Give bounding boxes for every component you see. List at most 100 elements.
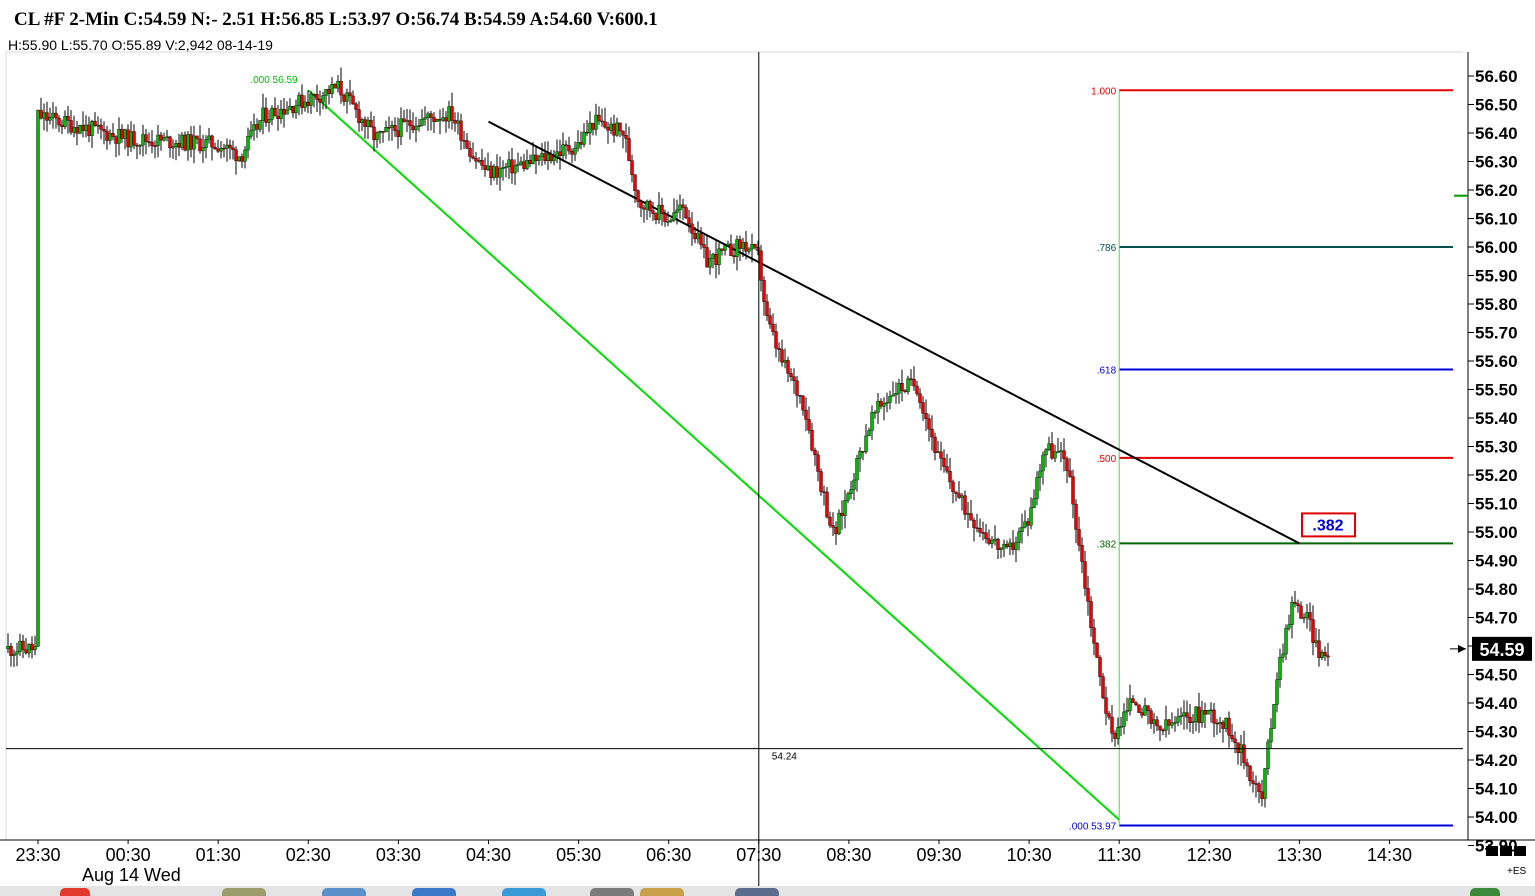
chart-frame [0, 51, 1535, 841]
down-candle [30, 643, 34, 651]
down-candle [720, 248, 724, 251]
up-candle [1284, 628, 1288, 655]
down-candle [255, 124, 259, 130]
down-candle [612, 123, 616, 136]
up-candle [36, 109, 40, 647]
taskbar-button[interactable] [590, 888, 634, 896]
time-tick-label: 00:30 [106, 845, 151, 865]
up-candle [741, 242, 745, 249]
last-price-box[interactable] [1472, 636, 1532, 661]
down-candle [975, 527, 979, 529]
price-tick-label: 56.50 [1475, 96, 1518, 115]
up-candle [225, 144, 229, 149]
down-candle [45, 112, 49, 121]
bar-info-readout: H:55.90 L:55.70 O:55.89 V:2,942 08-14-19 [8, 37, 273, 53]
down-candle [402, 118, 406, 122]
down-candle [948, 470, 952, 483]
down-candle [87, 124, 91, 136]
up-candle [33, 646, 37, 651]
window-controls-icon[interactable] [1486, 843, 1528, 861]
up-candle [696, 233, 700, 240]
down-candle [621, 130, 625, 136]
up-candle [1194, 706, 1198, 722]
down-candle [1098, 657, 1102, 677]
up-candle [219, 147, 223, 152]
down-candle [348, 92, 352, 97]
up-candle [192, 135, 196, 150]
up-candle [678, 204, 682, 211]
time-tick-label: 02:30 [286, 845, 331, 865]
down-candle [756, 247, 760, 252]
down-candle [144, 134, 148, 142]
taskbar-button[interactable] [412, 888, 456, 896]
up-candle [885, 402, 889, 404]
down-candle [951, 481, 955, 493]
taskbar-button[interactable] [502, 888, 546, 896]
taskbar-button[interactable] [60, 888, 90, 896]
taskbar-button[interactable] [1470, 888, 1500, 896]
up-candle [711, 253, 715, 259]
fibonacci-retracement[interactable]: 1.000 .786 .618 .500 .382 .000 53.97 .382 [1069, 86, 1453, 833]
time-tick-label: 10:30 [1007, 845, 1052, 865]
down-candle [915, 385, 919, 394]
time-axis[interactable]: 23:30 00:30 01:30 02:30 03:30 04:30 05:30 06:30… [15, 840, 1412, 865]
up-candle [330, 84, 334, 94]
price-axis[interactable]: 56.60 56.50 56.40 56.30 56.20 56.10 56.00 55.90… [1450, 67, 1532, 856]
channel-support-line[interactable] [307, 89, 1120, 821]
down-candle [642, 207, 646, 210]
up-candle [42, 112, 46, 119]
up-candle [891, 394, 895, 397]
up-candle [1023, 521, 1027, 528]
candlestick-series [6, 67, 1330, 808]
up-candle [507, 159, 511, 168]
up-candle [1314, 640, 1318, 643]
up-candle [669, 219, 673, 222]
down-candle [801, 395, 805, 411]
fib-highlight-box[interactable] [1301, 512, 1356, 538]
up-candle [156, 134, 160, 147]
up-candle [456, 120, 460, 124]
up-candle [252, 124, 256, 131]
taskbar-button[interactable] [222, 888, 266, 896]
down-candle [627, 138, 631, 161]
fib-level-label: .382 [1097, 539, 1117, 550]
descending-resistance-line[interactable] [488, 120, 1300, 545]
down-candle [924, 413, 928, 419]
up-candle [336, 80, 340, 89]
down-candle [228, 144, 232, 149]
taskbar-button[interactable] [735, 888, 779, 896]
chart-overlay: 54.24 .000 56.59 [6, 52, 1463, 886]
up-candle [96, 124, 100, 127]
up-candle [537, 156, 541, 161]
down-candle [9, 646, 13, 656]
down-candle [963, 495, 967, 515]
up-candle [726, 243, 730, 246]
up-candle [576, 142, 580, 149]
down-candle [54, 112, 58, 119]
up-candle [1152, 719, 1156, 724]
down-candle [585, 131, 589, 134]
up-candle [870, 412, 874, 431]
down-candle [1149, 710, 1153, 724]
down-candle [1137, 704, 1141, 713]
down-candle [150, 141, 154, 147]
down-candle [1254, 783, 1258, 785]
up-candle [960, 495, 964, 498]
down-candle [1233, 738, 1237, 743]
taskbar-button[interactable] [322, 888, 366, 896]
up-candle [390, 125, 394, 128]
down-candle [1299, 605, 1303, 619]
up-candle [447, 106, 451, 122]
down-candle [699, 233, 703, 245]
up-candle [48, 116, 52, 121]
down-candle [693, 233, 697, 240]
trend-lines[interactable] [307, 89, 1300, 821]
up-candle [405, 120, 409, 122]
down-candle [1104, 697, 1108, 714]
down-candle [135, 144, 139, 147]
taskbar-button[interactable] [640, 888, 684, 896]
down-candle [1251, 780, 1255, 784]
up-candle [1182, 712, 1186, 717]
down-candle [351, 95, 355, 105]
